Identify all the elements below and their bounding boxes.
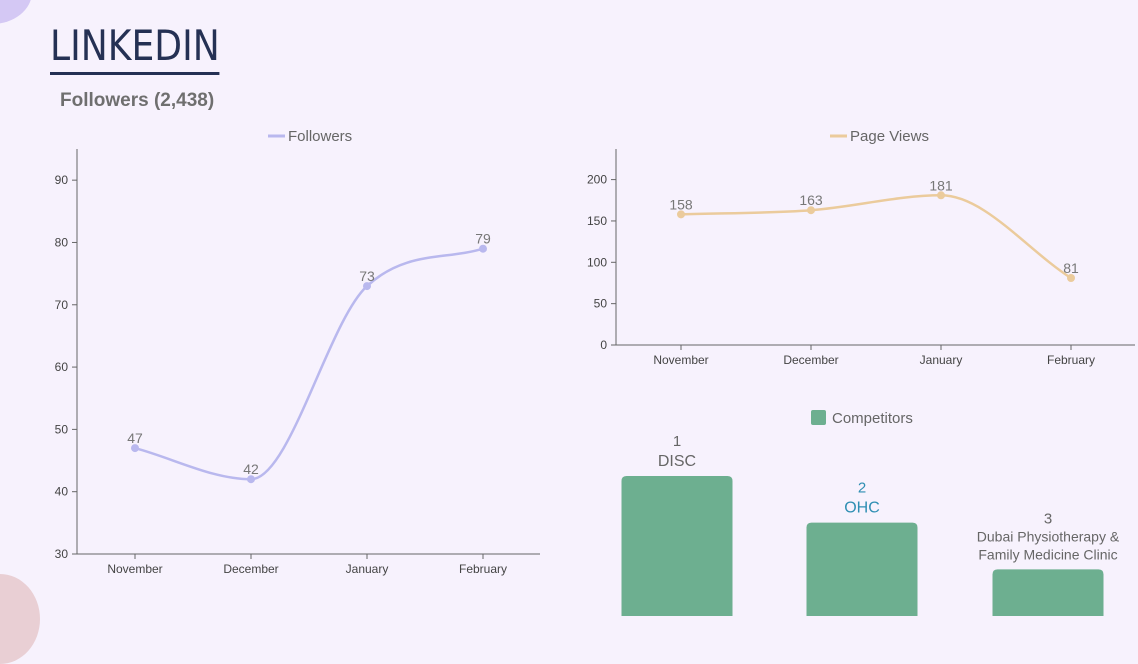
followers-y-tick-label: 40 — [55, 485, 69, 499]
followers-data-label: 42 — [243, 461, 259, 477]
competitors-legend-label: Competitors — [832, 410, 913, 427]
competitor-rank-label: 1 — [673, 433, 681, 450]
pageviews-data-label: 81 — [1063, 260, 1079, 276]
pageviews-y-tick-label: 150 — [587, 214, 607, 228]
pageviews-x-tick-label: November — [653, 353, 708, 367]
pageviews-data-point — [1067, 274, 1075, 283]
pageviews-y-tick-label: 100 — [587, 255, 607, 269]
followers-data-point — [363, 282, 371, 291]
followers-data-point — [479, 244, 487, 253]
pageviews-data-label: 163 — [799, 192, 823, 208]
pageviews-y-tick-label: 0 — [600, 338, 607, 352]
followers-series-line — [134, 247, 484, 481]
page-title: LINKEDIN — [50, 20, 220, 75]
followers-data-point — [247, 475, 255, 484]
pageviews-data-point — [937, 191, 945, 200]
followers-y-tick-label: 70 — [55, 298, 69, 312]
page-views-line-chart: Page Views 0 50 100 150 200 November December Ja… — [587, 128, 1135, 367]
pageviews-data-point — [677, 210, 685, 219]
competitors-legend-swatch — [811, 410, 826, 425]
competitor-rank-label: 3 — [1044, 510, 1052, 527]
competitor-bar — [621, 476, 733, 616]
competitor-rank-label: 2 — [858, 480, 866, 497]
followers-y-tick-label: 60 — [55, 360, 69, 374]
followers-x-tick-label: December — [223, 562, 278, 576]
followers-y-tick-label: 50 — [55, 422, 69, 436]
competitor-name-label: Family Medicine Clinic — [978, 546, 1117, 562]
decorative-circle-top — [0, 0, 32, 24]
page-subtitle: Followers (2,438) — [60, 90, 215, 111]
followers-legend-label: Followers — [288, 128, 352, 145]
followers-x-tick-label: January — [346, 562, 389, 576]
pageviews-y-tick-label: 200 — [587, 173, 607, 187]
pageviews-x-tick-label: December — [783, 353, 838, 367]
followers-data-label: 79 — [475, 231, 491, 247]
competitor-bar — [992, 569, 1104, 616]
competitor-bar — [806, 522, 918, 616]
pageviews-data-label: 158 — [669, 196, 693, 212]
followers-y-tick-label: 80 — [55, 235, 69, 249]
pageviews-data-label: 181 — [929, 177, 953, 193]
followers-y-tick-label: 90 — [55, 173, 69, 187]
followers-x-tick-label: February — [459, 562, 507, 576]
pageviews-y-tick-label: 50 — [594, 297, 608, 311]
pageviews-data-point — [807, 206, 815, 215]
followers-data-label: 47 — [127, 430, 143, 446]
competitor-name-label: Dubai Physiotherapy & — [977, 528, 1120, 544]
followers-line-chart: Followers 30 40 50 60 70 80 90 November December J… — [55, 128, 540, 576]
pageviews-legend-label: Page Views — [850, 128, 929, 145]
pageviews-x-tick-label: January — [920, 353, 963, 367]
followers-x-tick-label: November — [107, 562, 162, 576]
competitor-name-label: OHC — [844, 500, 880, 517]
pageviews-x-tick-label: February — [1047, 353, 1095, 367]
followers-y-tick-label: 30 — [55, 547, 69, 561]
followers-data-label: 73 — [359, 268, 375, 284]
pageviews-series-line — [680, 194, 1072, 280]
followers-data-point — [131, 444, 139, 453]
competitor-name-label: DISC — [658, 453, 696, 470]
